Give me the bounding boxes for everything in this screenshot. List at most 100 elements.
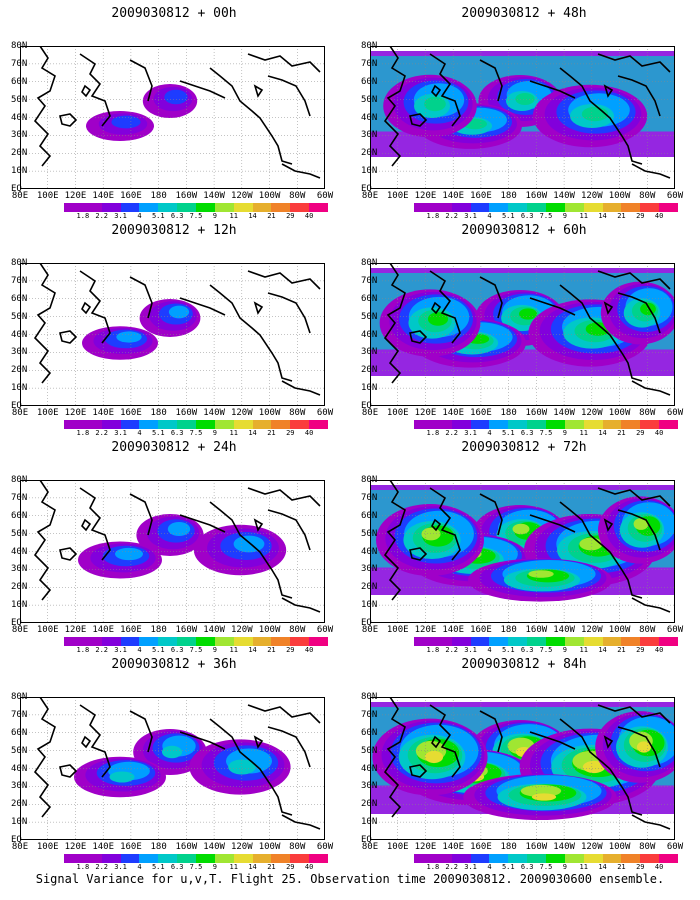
colorbar-label: 4 — [137, 429, 142, 437]
latitude-label: 40N — [11, 112, 28, 123]
longitude-label: 80E — [361, 408, 379, 418]
panel-title: 2009030812 + 12h — [111, 223, 237, 238]
map-canvas — [370, 45, 675, 189]
colorbar-swatch — [252, 854, 272, 863]
latitude-label: 10N — [361, 383, 378, 394]
colorbar-swatch — [82, 637, 103, 646]
longitude-label: 80W — [639, 625, 656, 635]
latitude-label: 80N — [11, 41, 28, 51]
panel-title: 2009030812 + 36h — [111, 657, 237, 672]
colorbar-swatch — [139, 203, 159, 212]
colorbar-label: 4 — [137, 646, 142, 654]
coastline — [429, 487, 461, 561]
coastline — [247, 270, 321, 290]
colorbar-swatch — [101, 420, 122, 429]
variance-contour-fill — [161, 745, 183, 759]
variance-map: 80N 70N 60N 50N 40N 30N 20N 10N EQ — [361, 692, 675, 845]
latitude-label: 40N — [11, 763, 28, 774]
coastline — [559, 67, 643, 165]
colorbar-label: 7.5 — [189, 646, 203, 654]
colorbar-swatch — [432, 420, 453, 429]
longitude-label: 80E — [11, 842, 29, 852]
colorbar-label: 29 — [636, 212, 645, 220]
latitude-label: 20N — [361, 148, 378, 159]
variance-contour-fill — [421, 527, 441, 541]
colorbar-label: 14 — [248, 212, 257, 220]
variance-contour-fill — [109, 771, 135, 783]
longitude-label: 180 — [500, 842, 517, 852]
variance-contour-fill — [519, 308, 537, 320]
latitude-label: EQ — [361, 618, 372, 628]
colorbar-label: 1.8 — [76, 429, 90, 437]
colorbar-swatch — [621, 420, 641, 429]
colorbar-label: 29 — [286, 863, 295, 871]
colorbar-swatch — [290, 203, 310, 212]
latitude-label: 40N — [361, 329, 378, 340]
latitude-label: 20N — [361, 365, 378, 376]
longitude-label: 80E — [11, 408, 29, 418]
colorbar — [414, 203, 679, 212]
colorbar-label: 4 — [487, 646, 492, 654]
longitude-label: 140W — [553, 625, 575, 635]
panel-title: 2009030812 + 84h — [461, 657, 587, 672]
colorbar-labels: 1.8 2.2 3.1 4 5.1 6.3 7.5 9 11 14 21 29 40 — [64, 646, 328, 656]
colorbar-label: 5.1 — [501, 429, 515, 437]
coastline — [179, 297, 226, 316]
coastline — [479, 59, 503, 102]
map-canvas — [370, 479, 675, 623]
colorbar-swatch — [290, 637, 310, 646]
coastline — [281, 597, 321, 613]
longitude-label: 140W — [203, 625, 225, 635]
coastline — [267, 292, 311, 334]
longitude-label: 120E — [414, 191, 437, 201]
colorbar-label: 7.5 — [539, 863, 553, 871]
colorbar-label: 5.1 — [151, 646, 165, 654]
longitude-label: 160E — [120, 842, 142, 852]
map-frame — [370, 480, 675, 623]
colorbar-label: 11 — [579, 429, 588, 437]
colorbar-swatch — [214, 203, 235, 212]
latitude-label: 70N — [11, 58, 28, 69]
longitude-label: 100E — [36, 625, 59, 635]
colorbar-swatch — [177, 420, 197, 429]
colorbar-label: 21 — [267, 212, 276, 220]
colorbar-label: 2.2 — [445, 646, 459, 654]
colorbar — [414, 420, 679, 429]
colorbar-swatch — [82, 854, 103, 863]
variance-contour-fill — [116, 331, 142, 343]
colorbar — [64, 203, 329, 212]
colorbar-swatch — [233, 854, 254, 863]
colorbar-swatch — [271, 420, 291, 429]
coastline — [529, 731, 576, 750]
colorbar-labels: 1.8 2.2 3.1 4 5.1 6.3 7.5 9 11 14 21 29 40 — [414, 646, 678, 656]
variance-contour-fill — [167, 522, 191, 536]
colorbar-swatch — [451, 854, 472, 863]
latitude-label: 70N — [11, 492, 28, 503]
colorbar-swatch — [659, 637, 679, 646]
coastline — [247, 487, 321, 507]
colorbar-label: 9 — [562, 863, 567, 871]
longitude-label: 60W — [316, 191, 334, 201]
coastline — [409, 764, 428, 778]
colorbar-swatch — [64, 420, 84, 429]
map-panel: 2009030812 + 60h 80N 70N 60N 50N 40N 30N 20N 10N… — [361, 223, 684, 437]
colorbar-swatch — [527, 637, 547, 646]
colorbar-label: 14 — [248, 429, 257, 437]
colorbar-label: 2.2 — [445, 863, 459, 871]
colorbar-swatch — [432, 203, 453, 212]
colorbar-swatch — [196, 854, 216, 863]
coastline — [253, 735, 264, 749]
longitude-label: 140E — [442, 191, 465, 201]
coastline — [559, 718, 643, 816]
colorbar-swatch — [583, 203, 604, 212]
coastline — [409, 547, 428, 561]
colorbar-label: 6.3 — [520, 212, 534, 220]
colorbar-swatch — [508, 854, 528, 863]
longitude-label: 60W — [666, 191, 684, 201]
panel-title: 2009030812 + 24h — [111, 440, 237, 455]
coastline — [383, 696, 406, 818]
longitude-label: 140E — [442, 625, 465, 635]
map-frame — [20, 46, 325, 189]
latitude-label: 30N — [361, 781, 378, 792]
coastline — [603, 735, 614, 749]
